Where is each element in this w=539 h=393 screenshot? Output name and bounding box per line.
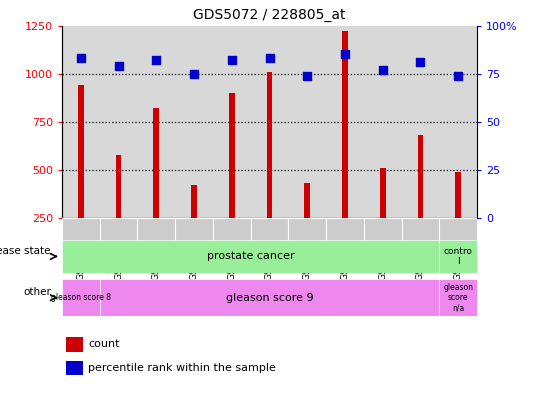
Bar xyxy=(62,218,100,271)
Text: gleason score 9: gleason score 9 xyxy=(226,293,313,303)
Point xyxy=(416,59,425,65)
Bar xyxy=(137,218,175,271)
Point xyxy=(190,70,198,77)
Bar xyxy=(62,279,100,316)
Bar xyxy=(78,85,84,218)
Point xyxy=(341,51,349,57)
Point xyxy=(227,57,236,63)
Bar xyxy=(418,135,423,218)
Text: disease state: disease state xyxy=(0,246,51,256)
Bar xyxy=(251,218,288,271)
Bar xyxy=(213,218,251,271)
Point xyxy=(77,55,85,61)
Point xyxy=(152,57,161,63)
Bar xyxy=(229,93,234,218)
Bar xyxy=(175,218,213,271)
Bar xyxy=(342,31,348,218)
Point xyxy=(114,63,123,69)
Bar xyxy=(66,337,83,352)
Title: GDS5072 / 228805_at: GDS5072 / 228805_at xyxy=(194,8,345,22)
Bar xyxy=(380,168,385,218)
Bar xyxy=(154,108,159,218)
Text: gleason score 8: gleason score 8 xyxy=(51,293,111,302)
Bar xyxy=(66,361,83,375)
Text: contro
l: contro l xyxy=(444,247,473,266)
Point xyxy=(265,55,274,61)
Point xyxy=(454,72,462,79)
Bar xyxy=(116,154,121,218)
Bar xyxy=(326,218,364,271)
Text: gleason
score
n/a: gleason score n/a xyxy=(443,283,473,312)
Text: percentile rank within the sample: percentile rank within the sample xyxy=(88,363,277,373)
Bar xyxy=(455,172,461,218)
Bar xyxy=(305,184,310,218)
Bar xyxy=(439,240,477,273)
Bar xyxy=(100,279,439,316)
Point xyxy=(303,72,312,79)
Text: count: count xyxy=(88,340,120,349)
Bar xyxy=(191,185,197,218)
Bar xyxy=(364,218,402,271)
Bar xyxy=(267,72,272,218)
Text: other: other xyxy=(23,287,51,297)
Point xyxy=(378,67,387,73)
Bar xyxy=(288,218,326,271)
Text: prostate cancer: prostate cancer xyxy=(207,252,294,261)
Bar xyxy=(402,218,439,271)
Bar xyxy=(100,218,137,271)
Bar xyxy=(439,279,477,316)
Bar xyxy=(439,218,477,271)
